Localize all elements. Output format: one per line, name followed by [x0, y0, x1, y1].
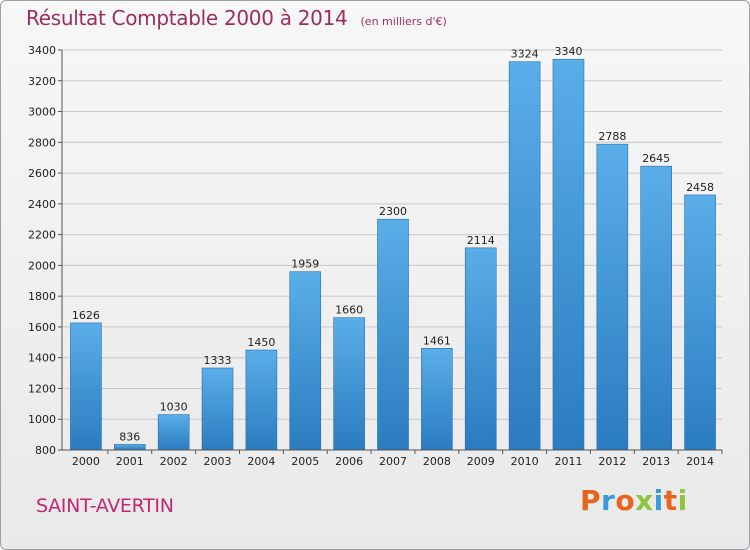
bar [157, 414, 190, 451]
data-label: 1660 [335, 304, 363, 317]
logo-letter: P [580, 484, 602, 517]
x-tick-label: 2004 [247, 455, 275, 468]
data-label: 1030 [160, 401, 188, 414]
logo-letter: o [615, 484, 636, 517]
chart-header: Résultat Comptable 2000 à 2014 (en milli… [26, 6, 447, 30]
data-label: 2645 [642, 152, 670, 165]
logo-letter: x [635, 484, 654, 517]
y-tick-label: 1800 [28, 290, 56, 303]
y-tick-label: 2000 [28, 259, 56, 272]
data-label: 3340 [554, 45, 582, 58]
y-tick-label: 3400 [28, 44, 56, 57]
data-label: 2788 [598, 130, 626, 143]
y-tick-label: 2200 [28, 229, 56, 242]
y-tick-label: 1000 [28, 413, 56, 426]
x-tick-label: 2012 [598, 455, 626, 468]
logo-letter: i [677, 484, 688, 517]
data-label: 1959 [291, 258, 319, 271]
proxiti-logo[interactable]: Proxiti [580, 484, 688, 517]
place-name: SAINT-AVERTIN [36, 495, 174, 517]
x-tick-label: 2002 [160, 455, 188, 468]
axes [58, 49, 723, 454]
y-tick-label: 1600 [28, 321, 56, 334]
x-tick-label: 2007 [379, 455, 407, 468]
y-tick-label: 3000 [28, 106, 56, 119]
y-tick-label: 800 [35, 444, 56, 457]
data-label: 836 [119, 430, 140, 443]
chart-title: Résultat Comptable 2000 à 2014 [26, 6, 348, 30]
bar [377, 218, 409, 451]
data-label: 2114 [467, 234, 495, 247]
data-label: 2458 [686, 181, 714, 194]
bar [508, 61, 541, 451]
bar [421, 348, 453, 451]
x-tick-label: 2000 [72, 455, 100, 468]
x-tick-label: 2003 [204, 455, 232, 468]
bar [70, 322, 102, 451]
y-tick-label: 3200 [28, 75, 56, 88]
bar [464, 247, 497, 451]
data-label: 1333 [204, 354, 232, 367]
y-tick-label: 1200 [28, 382, 56, 395]
data-label: 1626 [72, 309, 100, 322]
x-tick-label: 2005 [291, 455, 319, 468]
x-tick-label: 2001 [116, 455, 144, 468]
y-tick-label: 2400 [28, 198, 56, 211]
bar [596, 143, 629, 451]
bar [245, 349, 278, 451]
chart-subtitle: (en milliers d'€) [360, 15, 447, 28]
y-tick-label: 2600 [28, 167, 56, 180]
y-tick-label: 2800 [28, 136, 56, 149]
bars [70, 58, 716, 451]
labels: 800 1000 1200 1400 1600 1800 2000 2200 2400 2600 2… [28, 44, 714, 468]
data-label: 2300 [379, 205, 407, 218]
y-tick-label: 1400 [28, 352, 56, 365]
bar [552, 58, 585, 451]
data-label: 1461 [423, 334, 451, 347]
bar [640, 165, 673, 451]
x-tick-label: 2008 [423, 455, 451, 468]
bar [333, 317, 365, 451]
logo-letter: t [663, 484, 678, 517]
data-label: 3324 [511, 48, 539, 61]
logo-letter: i [653, 484, 664, 517]
x-tick-label: 2011 [554, 455, 582, 468]
x-tick-label: 2009 [467, 455, 495, 468]
x-tick-label: 2006 [335, 455, 363, 468]
logo-letter: r [601, 484, 616, 517]
x-tick-label: 2013 [642, 455, 670, 468]
x-tick-label: 2010 [511, 455, 539, 468]
bar [289, 271, 322, 451]
bar [114, 444, 146, 451]
bar [201, 367, 234, 451]
bar [684, 194, 716, 451]
x-tick-label: 2014 [686, 455, 714, 468]
data-label: 1450 [247, 336, 275, 349]
